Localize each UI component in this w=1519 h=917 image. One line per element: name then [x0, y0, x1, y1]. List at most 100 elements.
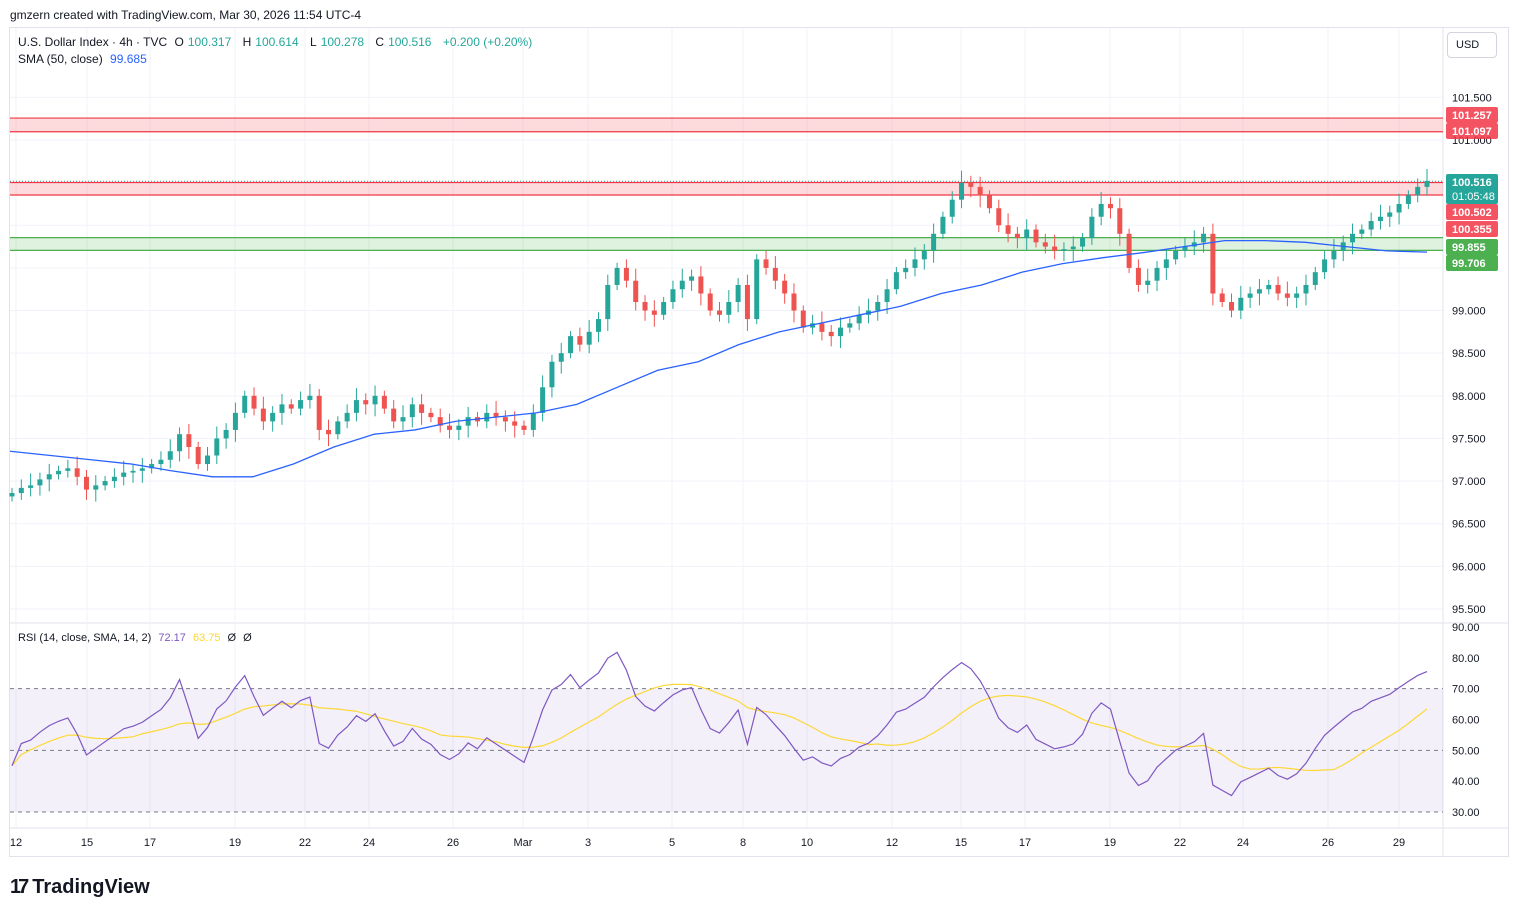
candle-body — [232, 412, 238, 430]
candle-body — [130, 470, 136, 473]
candle-body — [819, 323, 825, 332]
candle-body — [959, 182, 965, 200]
sma-value: 99.685 — [110, 52, 147, 66]
rsi-legend: RSI (14, close, SMA, 14, 2) 72.17 63.75 … — [18, 632, 256, 644]
time-tick-label: 26 — [1322, 837, 1334, 849]
candle-body — [1126, 233, 1132, 268]
time-tick-label: 15 — [81, 837, 93, 849]
candle-body — [726, 302, 732, 315]
candle-body — [912, 259, 918, 268]
candle-body — [56, 470, 62, 475]
candle-body — [1387, 212, 1393, 217]
candle-body — [1312, 272, 1318, 285]
candle-body — [18, 487, 24, 494]
candle-body — [195, 446, 201, 465]
candle-body — [1331, 250, 1337, 260]
candle-body — [1275, 284, 1281, 294]
candle-body — [1145, 280, 1151, 285]
rsi-label[interactable]: RSI (14, close, SMA, 14, 2) — [18, 632, 152, 644]
price-label-resistance — [1446, 123, 1498, 139]
candle-body — [772, 267, 778, 281]
candle-body — [288, 404, 294, 409]
price-label-resistance — [1446, 221, 1498, 237]
close-label: C — [375, 35, 385, 49]
sma-legend: SMA (50, close) 99.685 — [18, 52, 151, 66]
candle-body — [1303, 284, 1309, 294]
time-tick-label: 12 — [886, 837, 898, 849]
candle-body — [940, 216, 946, 234]
candle-body — [428, 412, 434, 418]
candle-body — [791, 293, 797, 311]
candle-body — [735, 284, 741, 303]
symbol-name[interactable]: U.S. Dollar Index · 4h · TVC — [18, 35, 168, 49]
candle-body — [93, 485, 99, 490]
countdown-text: 01:05:48 — [1452, 191, 1495, 203]
candle-body — [568, 336, 574, 354]
rsi-tick-label: 40.00 — [1452, 776, 1480, 788]
candle-body — [353, 400, 359, 413]
candle-body — [856, 314, 862, 324]
low-label: L — [310, 35, 317, 49]
candle-body — [949, 199, 955, 217]
candle-body — [1247, 293, 1253, 298]
candle-body — [689, 276, 695, 281]
candle-body — [623, 267, 629, 281]
candle-body — [633, 280, 639, 303]
candle-body — [1377, 216, 1383, 222]
time-tick-label: 19 — [1104, 837, 1116, 849]
price-label-text: 100.502 — [1452, 207, 1492, 219]
candle-body — [139, 468, 145, 471]
candle-body — [326, 429, 332, 435]
candle-body — [214, 438, 220, 456]
candle-body — [9, 493, 15, 497]
candle-body — [1266, 284, 1272, 290]
candle-body — [698, 276, 704, 294]
candle-body — [167, 451, 173, 460]
rsi-line — [11, 651, 1428, 797]
sma-line — [9, 239, 1428, 478]
candle-body — [800, 310, 806, 328]
candle-body — [447, 425, 453, 430]
price-label-text: 99.855 — [1452, 242, 1486, 254]
candle-body — [921, 250, 927, 260]
tradingview-brand: TradingView — [32, 876, 150, 898]
candle-body — [111, 476, 117, 482]
candle-body — [102, 481, 108, 486]
rsi-tick-label: 80.00 — [1452, 653, 1480, 665]
candle-body — [744, 284, 750, 320]
candle-body — [65, 468, 71, 471]
candle-body — [242, 395, 248, 413]
candle-body — [847, 323, 853, 328]
time-tick-label: 10 — [801, 837, 813, 849]
candle-body — [512, 421, 518, 426]
candle-body — [1396, 203, 1402, 213]
candle-body — [1182, 246, 1188, 251]
candle-body — [670, 289, 676, 303]
price-label-support — [1446, 239, 1498, 255]
rsi-tick-label: 30.00 — [1452, 807, 1480, 819]
candle-body — [595, 319, 601, 332]
time-tick-label: 24 — [363, 837, 375, 849]
candle-body — [1033, 229, 1039, 243]
price-tick-label: 97.500 — [1452, 433, 1486, 445]
sma-label[interactable]: SMA (50, close) — [18, 52, 103, 66]
candle-body — [521, 425, 527, 430]
candle-body — [1005, 225, 1011, 234]
close-value: 100.516 — [388, 35, 432, 49]
candle-body — [530, 412, 536, 430]
currency-button[interactable]: USD — [1447, 32, 1497, 58]
candle-body — [977, 186, 983, 196]
candle-body — [1154, 267, 1160, 281]
rsi-tick-label: 50.00 — [1452, 745, 1480, 757]
tradingview-logo[interactable]: 17 TradingView — [10, 876, 150, 899]
low-value: 100.278 — [320, 35, 365, 49]
candle-body — [74, 468, 80, 477]
high-value: 100.614 — [255, 35, 299, 49]
candle-body — [549, 361, 555, 388]
candle-body — [177, 434, 183, 452]
candle-body — [931, 233, 937, 251]
price-tick-label: 95.500 — [1452, 604, 1486, 616]
chart-frame — [9, 27, 1509, 857]
candle-body — [838, 327, 844, 337]
